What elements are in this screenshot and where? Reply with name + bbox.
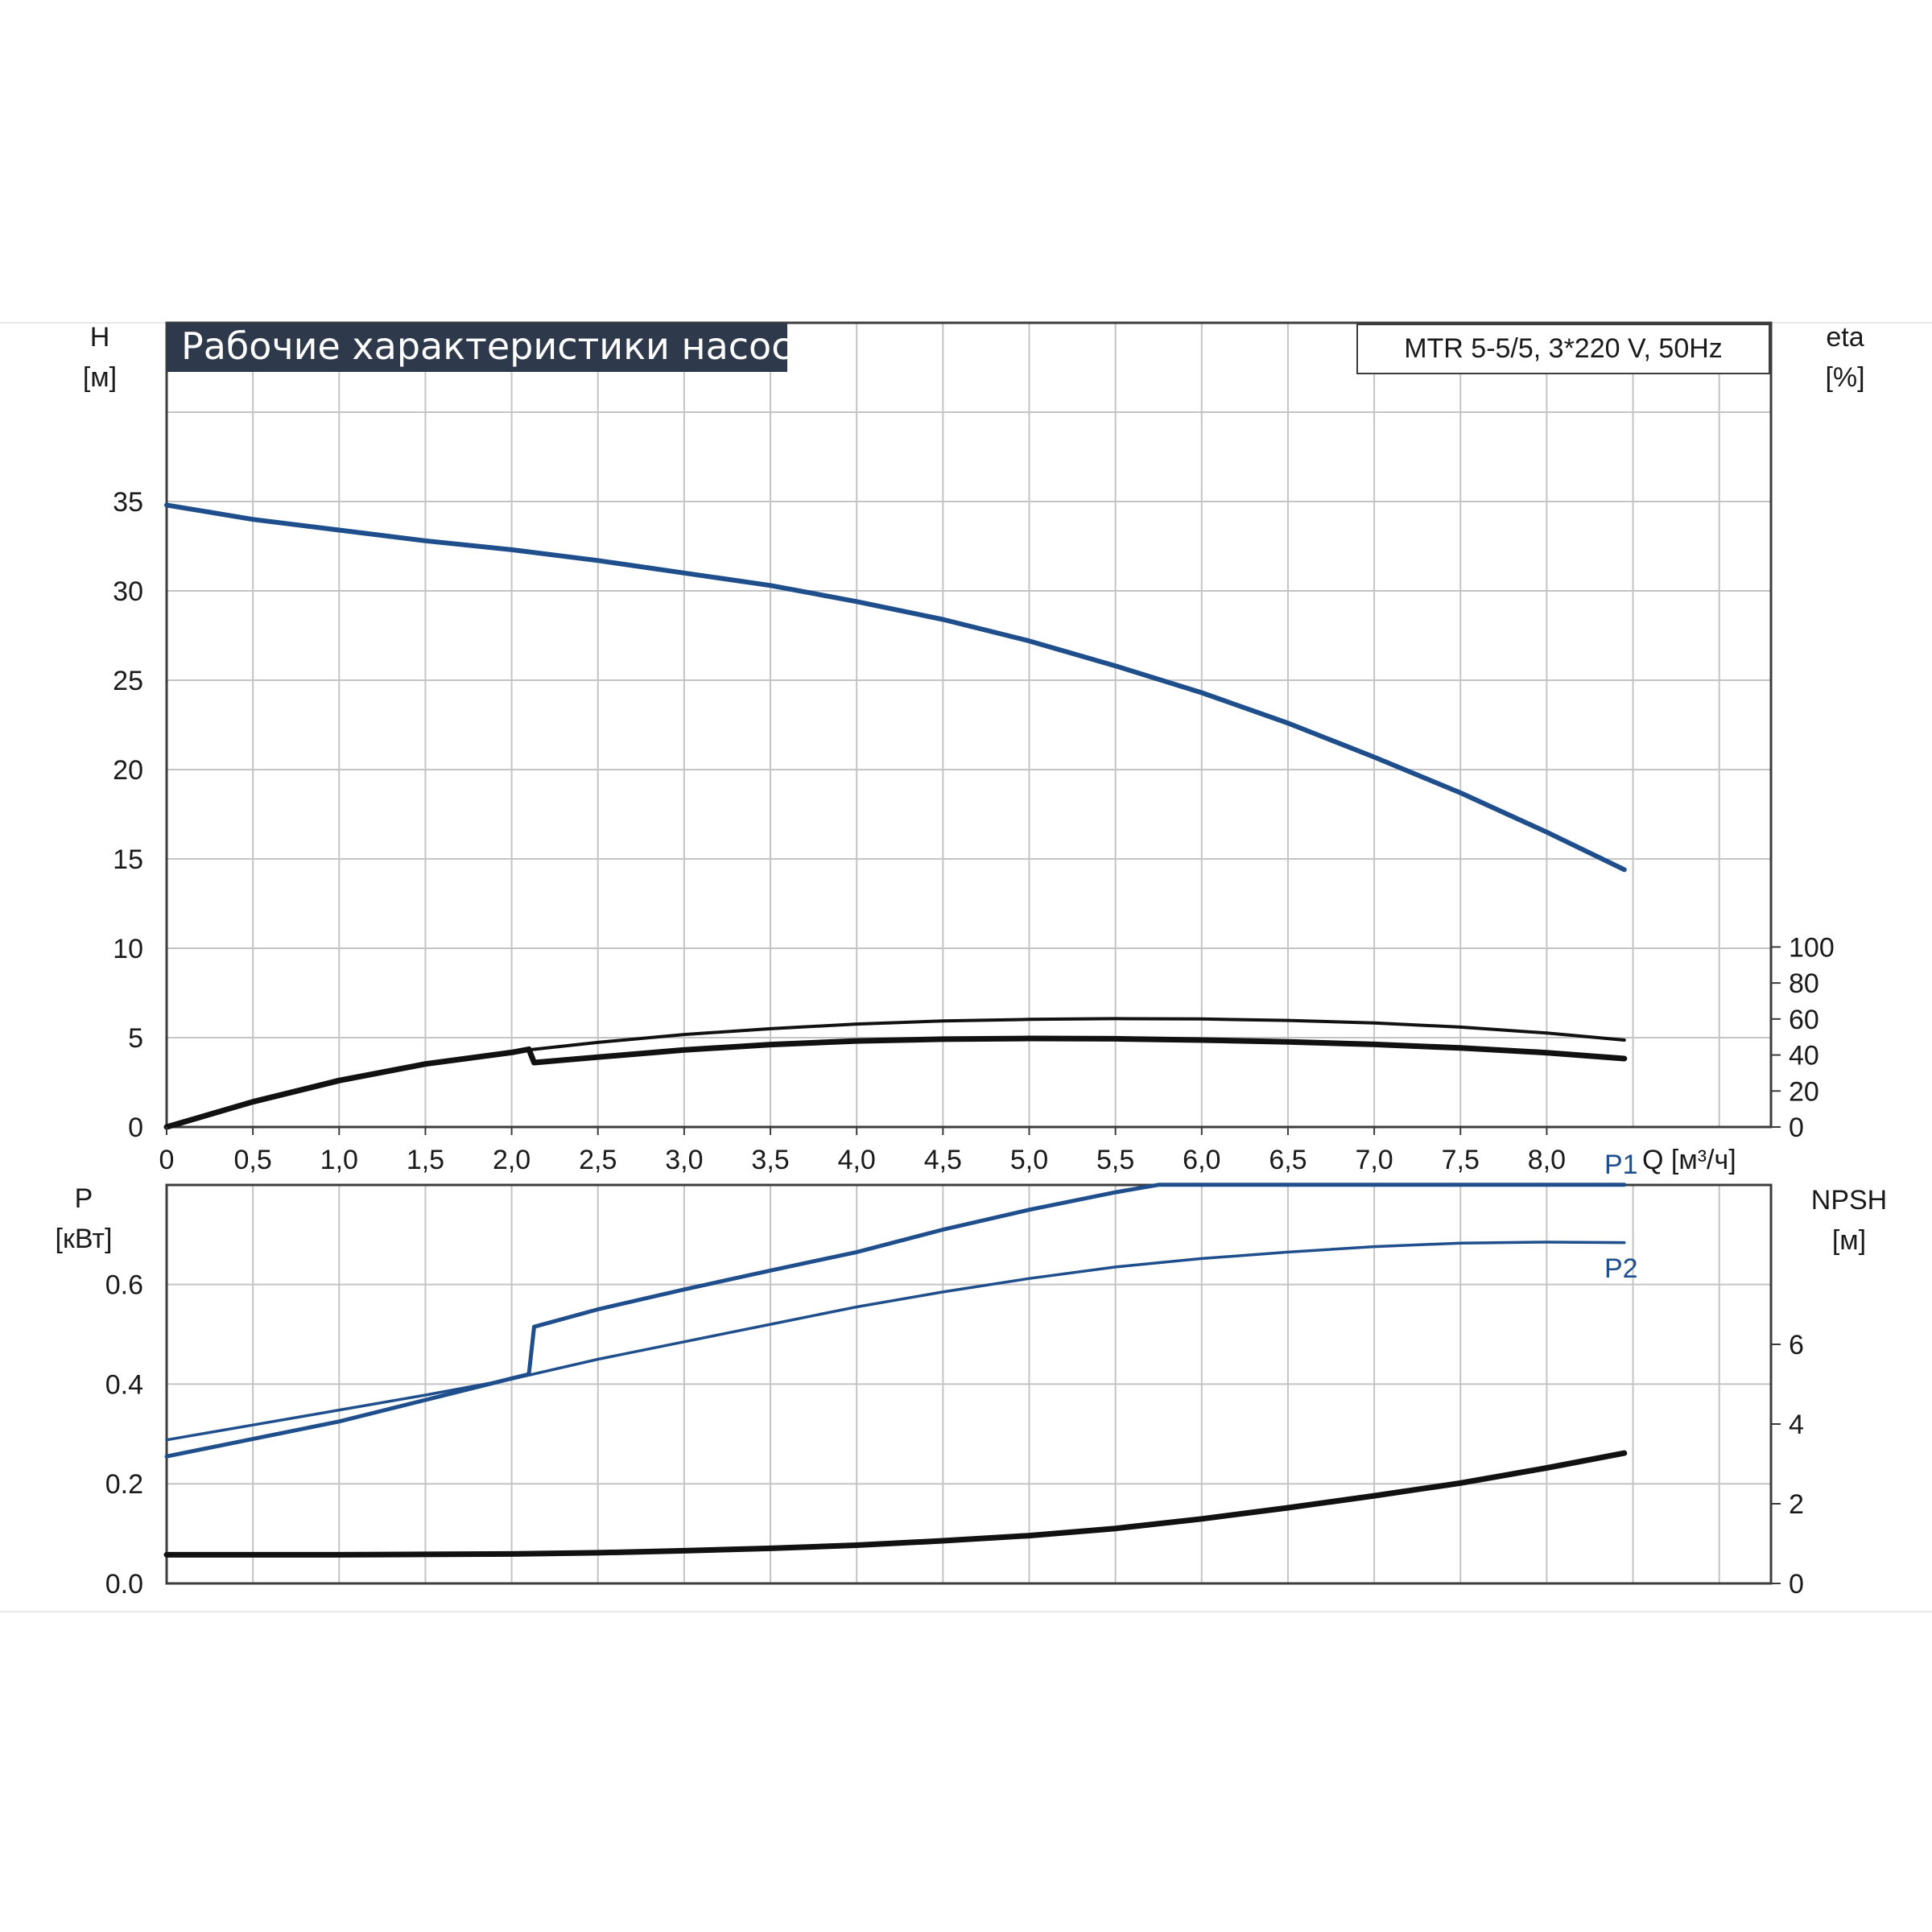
chart-title: Рабочие характеристики насоса [181,324,815,368]
x-tick-label: 8,0 [1528,1145,1566,1175]
top-series [163,502,1628,1130]
x-tick-label: 4,5 [924,1145,962,1175]
x-tick-label: 2,0 [493,1145,530,1175]
head-efficiency-chart: 0 0,5 1,0 1,5 2,0 2,5 3,0 3,5 4,0 4,5 5,0 5,5 6,0 6,5… [83,321,1865,1175]
x-tick-label: 0 [159,1145,175,1175]
eta-tick-label: 20 [1789,1076,1819,1107]
eta-tick-label: 100 [1789,932,1835,963]
p-axis-label: P [75,1183,93,1214]
bottom-grid [167,1185,1771,1583]
x-tick-label: 0,5 [234,1145,272,1175]
h-tick-label: 5 [128,1023,143,1054]
p-tick-label: 0.2 [105,1469,143,1500]
x-tick-label: 4,0 [838,1145,876,1175]
h-axis-unit: [м] [83,362,117,393]
bottom-plot-frame [165,1183,1773,1585]
x-tick-label: 1,0 [320,1145,358,1175]
x-tick-labels: 0 0,5 1,0 1,5 2,0 2,5 3,0 3,5 4,0 4,5 5,0 5,5 6,0 6,5… [159,1127,1566,1175]
npsh-tick-label: 6 [1789,1330,1804,1360]
h-tick-label: 15 [113,844,143,875]
eta-tick-labels: 0 20 40 60 80 100 [1771,932,1835,1143]
npsh-axis-unit: [м] [1832,1225,1866,1256]
p-axis-unit: [кВт] [56,1224,113,1254]
npsh-tick-label: 0 [1789,1569,1804,1600]
p2-series-label: P2 [1604,1253,1638,1284]
x-tick-label: 5,0 [1010,1145,1048,1175]
x-tick-label: 3,5 [751,1145,789,1175]
q-axis-label: Q [м³/ч] [1642,1145,1736,1175]
x-tick-label: 6,5 [1269,1145,1307,1175]
top-grid [167,323,1771,1127]
npsh-tick-label: 2 [1789,1489,1804,1520]
head-curve [164,502,1627,873]
x-tick-label: 7,0 [1355,1145,1393,1175]
npsh-tick-label: 4 [1789,1410,1804,1440]
x-tick-label: 1,5 [407,1145,444,1175]
p1-series-label: P1 [1604,1150,1638,1180]
p-tick-label: 0.4 [105,1369,143,1400]
title-box [167,323,787,372]
h-tick-label: 0 [128,1113,143,1143]
npsh-axis-label: NPSH [1811,1185,1887,1216]
model-label: MTR 5-5/5, 3*220 V, 50Hz [1404,333,1723,364]
h-tick-label: 30 [113,576,143,607]
x-tick-label: 6,0 [1183,1145,1220,1175]
eta_total-curve [163,1035,1628,1130]
h-tick-label: 10 [113,934,143,964]
eta-axis-unit: [%] [1825,362,1864,393]
npsh-curve [163,1450,1628,1558]
eta-tick-label: 40 [1789,1041,1819,1071]
h-axis-label: H [90,322,110,353]
p-tick-label: 0.0 [105,1569,143,1600]
eta-axis-label: eta [1826,322,1864,353]
eta-tick-label: 60 [1789,1005,1819,1035]
bottom-series [163,1183,1628,1558]
p-tick-label: 0.6 [105,1270,143,1301]
p-tick-labels: 0.0 0.2 0.4 0.6 [105,1270,143,1600]
power-npsh-chart: 0.0 0.2 0.4 0.6 0 2 4 6 P [кВт] NPSH [м] P1 P2 [56,1150,1888,1600]
p2-curve [165,1241,1626,1442]
npsh-tick-labels: 0 2 4 6 [1771,1330,1804,1600]
h-tick-labels: 0 5 10 15 20 25 30 35 [113,487,143,1143]
p1-curve [164,1183,1627,1459]
x-tick-label: 3,0 [665,1145,703,1175]
h-tick-label: 20 [113,755,143,786]
x-tick-label: 7,5 [1442,1145,1480,1175]
h-tick-label: 25 [113,666,143,696]
eta-tick-label: 0 [1789,1113,1804,1143]
x-tick-label: 2,5 [579,1145,617,1175]
h-tick-label: 35 [113,487,143,518]
x-tick-label: 5,5 [1096,1145,1134,1175]
eta-tick-label: 80 [1789,968,1819,999]
model-box [1356,324,1770,374]
top-plot-frame [165,321,1773,1129]
